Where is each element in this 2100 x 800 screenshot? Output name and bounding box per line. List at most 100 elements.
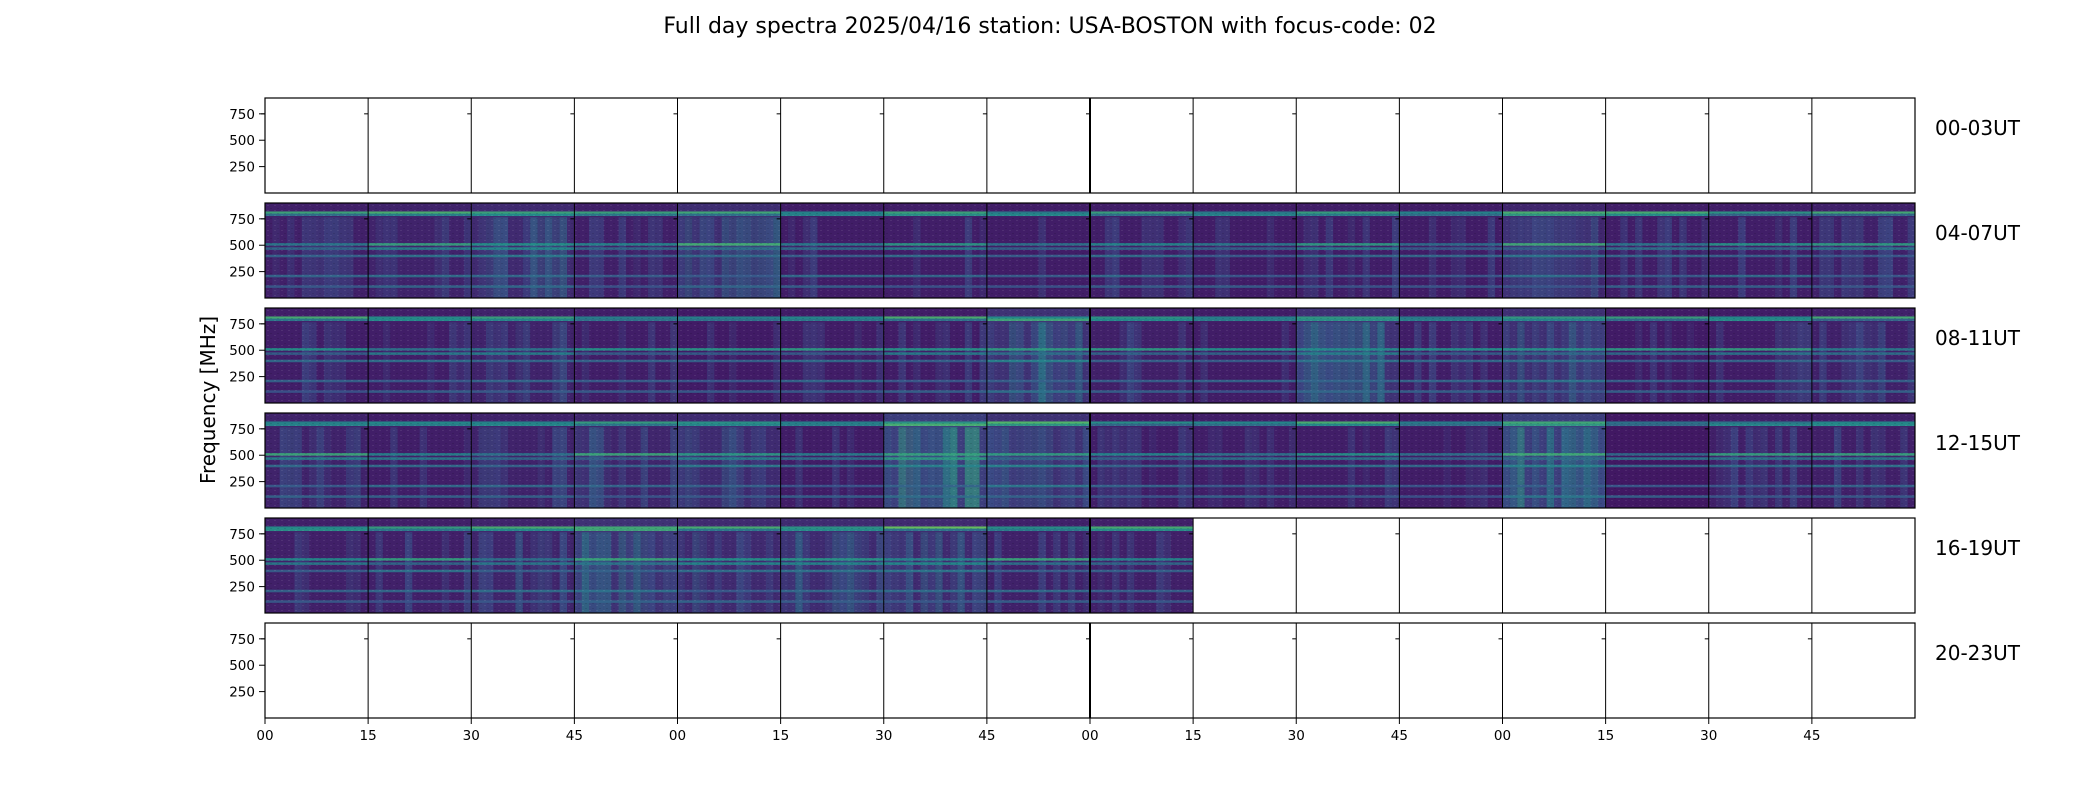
spectrum-panel (364, 413, 472, 508)
panel-texture (471, 413, 575, 508)
panel-texture (1193, 413, 1297, 508)
panel-texture (1296, 308, 1400, 403)
spectrum-panel (1189, 518, 1194, 613)
spectrum-panel (1189, 623, 1194, 718)
spectrum-panel (1395, 203, 1503, 298)
spectrum-panel (1292, 203, 1400, 298)
spectrum-panel (1807, 413, 1915, 508)
panel-texture (265, 203, 369, 298)
spectrum-panel (1395, 518, 1400, 613)
spectrum-panel (1189, 98, 1194, 193)
row-time-label: 16-19UT (1935, 536, 2021, 560)
spectrum-panel (776, 308, 884, 403)
spectrum-panel (1086, 308, 1194, 403)
spectrum-panel (1704, 98, 1710, 193)
spectrum-panel (1704, 308, 1812, 403)
spectrum-panel (570, 98, 575, 193)
spectrum-panel (467, 98, 472, 193)
panel-texture (574, 308, 678, 403)
spectrum-panel (467, 623, 472, 718)
panel-texture (471, 203, 575, 298)
x-tick-label: 00 (256, 728, 273, 744)
spectrum-panel (261, 308, 369, 403)
panel-texture (677, 203, 781, 298)
spectrum-panel (1704, 623, 1710, 718)
panel-texture (1090, 203, 1194, 298)
spectrum-panel (982, 518, 1090, 613)
panel-texture (1399, 203, 1503, 298)
y-tick-label: 500 (229, 133, 255, 149)
x-tick-label: 15 (1185, 728, 1202, 744)
spectrum-panel (1807, 308, 1915, 403)
y-tick-label: 750 (229, 317, 255, 333)
x-tick-label: 00 (669, 728, 686, 744)
panel-texture (883, 308, 987, 403)
spectrum-panel (1601, 413, 1709, 508)
panel-texture (1708, 413, 1812, 508)
spectrum-panel (364, 308, 472, 403)
y-tick-label: 750 (229, 212, 255, 228)
spectra-row: 750 500 250 16-19UT (229, 517, 2021, 614)
spectrum-panel (1395, 308, 1503, 403)
panel-texture (1708, 308, 1812, 403)
y-tick-label: 250 (229, 265, 255, 281)
spectrum-panel (1807, 623, 1813, 718)
spectrum-panel (673, 413, 781, 508)
chart-title: Full day spectra 2025/04/16 station: USA… (663, 14, 1436, 39)
spectra-row: 750 500 250 20-23UT (229, 622, 2021, 719)
spectrum-panel (776, 413, 884, 508)
spectrum-panel (1704, 413, 1812, 508)
panel-texture (1399, 308, 1503, 403)
spectrum-panel (673, 203, 781, 298)
x-tick-label: 45 (1391, 728, 1408, 744)
row-time-label: 08-11UT (1935, 326, 2021, 350)
spectrum-panel (879, 308, 987, 403)
panel-texture (883, 518, 987, 613)
spectrum-panel (982, 98, 988, 193)
y-tick-label: 750 (229, 527, 255, 543)
spectrum-panel (467, 308, 575, 403)
panel-texture (1502, 413, 1606, 508)
spectrum-panel (879, 413, 987, 508)
spectrum-panel (1601, 623, 1607, 718)
spectrum-panel (1704, 518, 1710, 613)
panel-texture (883, 413, 987, 508)
spectrum-panel (1807, 203, 1915, 298)
y-axis-label: Frequency [MHz] (196, 316, 220, 484)
panel-texture (574, 203, 678, 298)
spectrum-panel (1395, 623, 1400, 718)
spectrum-panel (776, 98, 782, 193)
spectrum-panel (1395, 413, 1503, 508)
panel-texture (368, 518, 472, 613)
spectrum-panel (1498, 518, 1503, 613)
panel-texture (368, 203, 472, 298)
panel-texture (368, 308, 472, 403)
spectrum-panel (776, 203, 884, 298)
x-tick-label: 15 (360, 728, 377, 744)
panel-texture (1605, 203, 1709, 298)
panel-texture (1090, 518, 1194, 613)
y-tick-label: 250 (229, 370, 255, 386)
spectrum-panel (467, 518, 575, 613)
spectrum-panel (1189, 203, 1297, 298)
panel-texture (1605, 413, 1709, 508)
y-tick-label: 500 (229, 448, 255, 464)
spectrum-panel (364, 98, 369, 193)
panel-texture (1605, 308, 1709, 403)
panel-texture (1708, 203, 1812, 298)
spectrum-panel (570, 413, 678, 508)
spectrum-panel (1086, 413, 1194, 508)
panel-texture (1296, 413, 1400, 508)
panel-texture (1399, 413, 1503, 508)
y-tick-label: 500 (229, 553, 255, 569)
spectrum-panel (982, 413, 1090, 508)
y-tick-label: 250 (229, 685, 255, 701)
spectrum-panel (1498, 413, 1606, 508)
x-tick-label: 30 (1288, 728, 1305, 744)
spectrum-panel (982, 203, 1090, 298)
x-tick-label: 00 (1081, 728, 1098, 744)
spectrum-panel (673, 518, 781, 613)
panel-texture (1090, 413, 1194, 508)
panel-texture (574, 413, 678, 508)
spectrum-panel (1601, 203, 1709, 298)
